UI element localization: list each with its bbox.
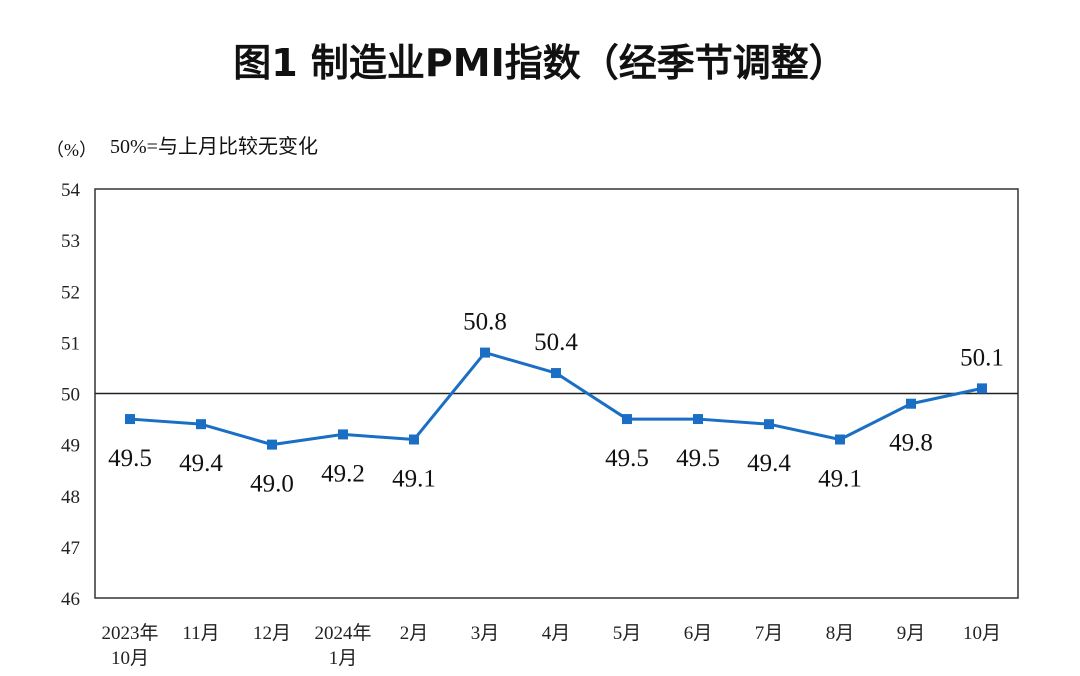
- data-point-marker: [622, 414, 632, 425]
- y-tick-label: 47: [61, 538, 80, 559]
- data-label: 49.5: [676, 445, 720, 472]
- x-tick-label: 2月: [400, 623, 429, 644]
- data-point-marker: [480, 347, 490, 358]
- x-tick-label: 2024年 1月: [314, 622, 371, 669]
- y-tick-label: 48: [61, 487, 80, 508]
- data-label: 49.1: [818, 466, 862, 493]
- x-tick-label-line: 9月: [897, 623, 926, 644]
- x-tick-label-line: 10月: [111, 648, 149, 669]
- x-tick-label: 11月: [182, 623, 219, 644]
- x-tick-label-line: 2月: [400, 623, 429, 644]
- data-label: 50.1: [960, 344, 1004, 371]
- data-point-marker: [551, 368, 561, 379]
- x-tick-label-line: 1月: [329, 648, 358, 669]
- x-tick-label: 7月: [755, 623, 784, 644]
- data-label: 49.1: [392, 466, 436, 493]
- x-tick-label-line: 5月: [613, 623, 642, 644]
- y-tick-label: 50: [61, 385, 80, 406]
- y-axis-unit: （%）: [46, 140, 97, 160]
- series-points-layer: [125, 347, 987, 450]
- data-point-marker: [764, 419, 774, 430]
- data-label: 49.5: [108, 445, 152, 472]
- data-label: 49.4: [179, 450, 223, 477]
- data-point-marker: [906, 398, 916, 409]
- x-tick-label: 2023年 10月: [101, 622, 158, 669]
- data-point-marker: [196, 419, 206, 430]
- x-tick-label: 6月: [684, 623, 713, 644]
- x-tick-label-line: 11月: [182, 623, 219, 644]
- x-tick-label-line: 8月: [826, 623, 855, 644]
- data-labels-layer: 49.5 49.4 49.0 49.2 49.1 50.8 50.4 49.5 49.5 49.4…: [108, 309, 1004, 498]
- x-tick-label: 3月: [471, 623, 500, 644]
- x-tick-label: 8月: [826, 623, 855, 644]
- data-label: 49.0: [250, 471, 294, 498]
- data-label: 50.4: [534, 329, 578, 356]
- data-label: 49.8: [889, 430, 933, 457]
- data-point-marker: [977, 383, 987, 394]
- series-line-layer: [129, 351, 983, 447]
- chart-title: 图1 制造业PMI指数（经季节调整）: [233, 41, 846, 85]
- y-tick-label: 53: [61, 231, 80, 252]
- x-tick-label-line: 4月: [542, 623, 571, 644]
- x-tick-label: 9月: [897, 623, 926, 644]
- pmi-series-line: [129, 351, 983, 447]
- data-label: 50.8: [463, 309, 507, 336]
- x-axis-ticks: 2023年 10月 11月 12月 2024年 1月 2月 3月 4月 5月 6月 7月 8月 9月 10月: [101, 622, 1001, 669]
- x-tick-label-line: 12月: [253, 623, 291, 644]
- data-label: 49.2: [321, 460, 365, 487]
- y-axis-ticks: 46 47 48 49 50 51 52 53 54: [61, 180, 81, 610]
- data-point-marker: [267, 439, 277, 450]
- x-tick-label-line: 2023年: [101, 622, 158, 644]
- data-label: 49.5: [605, 445, 649, 472]
- data-point-marker: [125, 414, 135, 425]
- data-point-marker: [338, 429, 348, 440]
- x-tick-label-line: 7月: [755, 623, 784, 644]
- data-point-marker: [835, 434, 845, 445]
- y-tick-label: 49: [61, 436, 80, 457]
- x-tick-label: 12月: [253, 623, 291, 644]
- x-tick-label: 4月: [542, 623, 571, 644]
- data-label: 49.4: [747, 450, 791, 477]
- y-tick-label: 46: [61, 589, 80, 610]
- data-point-marker: [693, 414, 703, 425]
- y-tick-label: 54: [61, 180, 81, 201]
- y-tick-label: 51: [61, 333, 80, 354]
- data-point-marker: [409, 434, 419, 445]
- x-tick-label-line: 6月: [684, 623, 713, 644]
- x-tick-label-line: 2024年: [314, 622, 371, 644]
- x-tick-label: 10月: [963, 623, 1001, 644]
- x-tick-label-line: 10月: [963, 623, 1001, 644]
- y-tick-label: 52: [61, 282, 80, 303]
- x-tick-label-line: 3月: [471, 623, 500, 644]
- reference-annotation: 50%=与上月比较无变化: [110, 135, 318, 158]
- x-tick-label: 5月: [613, 623, 642, 644]
